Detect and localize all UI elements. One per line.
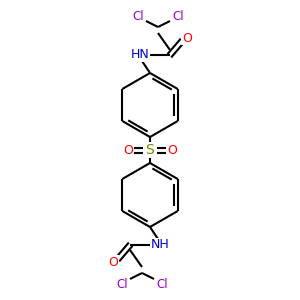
Text: Cl: Cl — [132, 10, 144, 22]
Text: Cl: Cl — [116, 278, 128, 290]
Text: O: O — [182, 32, 192, 44]
Text: NH: NH — [151, 238, 169, 251]
Text: HN: HN — [130, 49, 149, 62]
Text: O: O — [167, 143, 177, 157]
Text: S: S — [146, 143, 154, 157]
Text: Cl: Cl — [156, 278, 168, 290]
Text: O: O — [108, 256, 118, 268]
Text: Cl: Cl — [172, 10, 184, 22]
Text: O: O — [123, 143, 133, 157]
